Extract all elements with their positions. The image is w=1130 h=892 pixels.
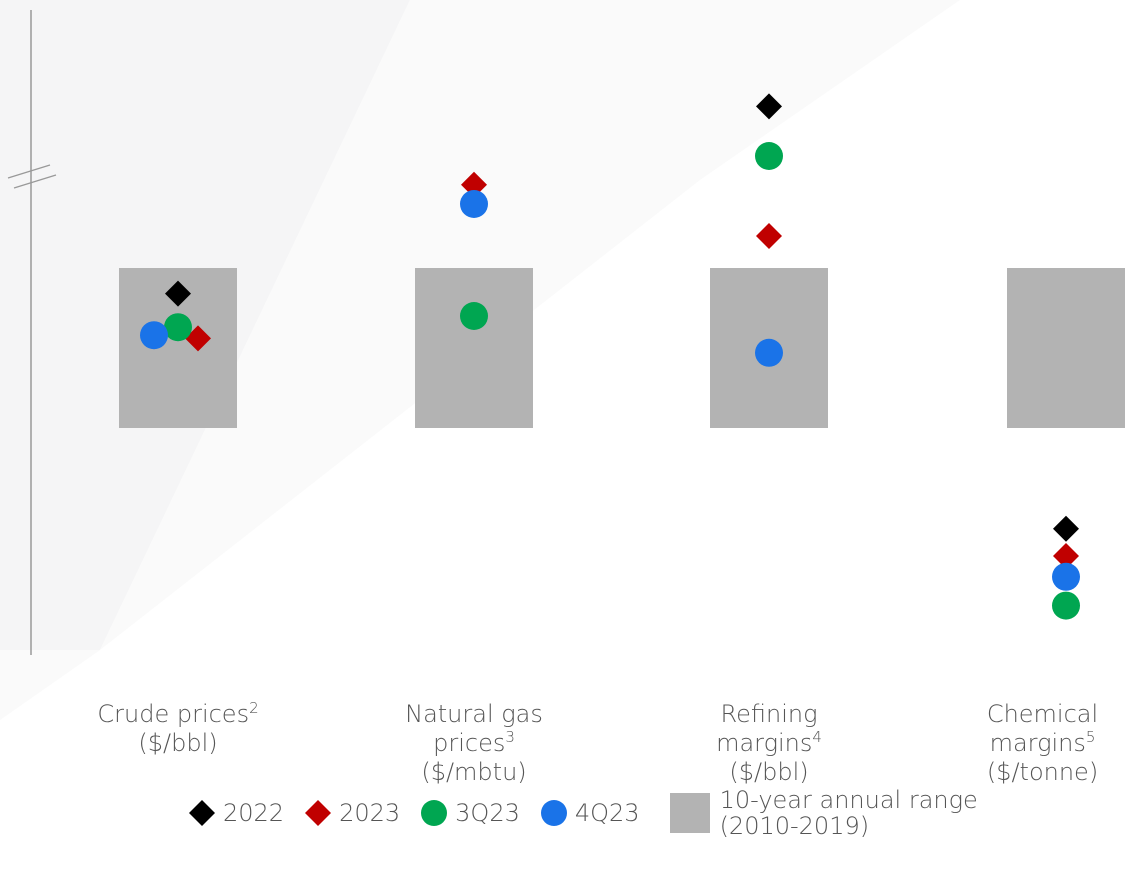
axis-break-mark	[13, 174, 57, 189]
point-2023-refining	[756, 223, 782, 249]
point-4Q23-gas	[460, 190, 488, 218]
category-label-refining: Refining margins4 ($/bbl)	[716, 700, 822, 786]
legend-item-4Q23: 4Q23	[540, 799, 640, 827]
point-4Q23-chemical	[1052, 562, 1080, 591]
category-label-chemical: Chemical margins5 ($/tonne)	[986, 700, 1099, 786]
point-2023-chemical	[1053, 543, 1079, 569]
point-4Q23-refining	[755, 338, 783, 367]
point-2023-gas	[461, 171, 487, 198]
legend-item-3Q23: 3Q23	[420, 799, 520, 827]
point-2023-crude	[185, 325, 211, 352]
legend-range-label-line2: (2010-2019)	[719, 812, 870, 840]
legend-label: 2022	[223, 799, 285, 827]
legend-marker-2022	[189, 800, 215, 826]
point-3Q23-gas	[460, 302, 488, 330]
legend-range-swatch	[669, 793, 710, 833]
legend-label: 4Q23	[574, 799, 640, 827]
axis-break-mark	[7, 164, 51, 179]
point-2022-refining	[756, 93, 782, 120]
point-3Q23-crude	[164, 313, 192, 342]
legend-item-2023: 2023	[304, 799, 400, 827]
legend-marker-3Q23	[421, 800, 448, 826]
category-label-gas: Natural gas prices3 ($/mbtu)	[405, 700, 543, 786]
point-3Q23-refining	[755, 142, 783, 170]
legend-label: 3Q23	[455, 799, 520, 827]
category-label-crude: Crude prices2 ($/bbl)	[97, 699, 259, 757]
legend-range: 10-year annual range (2010-2019)	[669, 786, 1020, 840]
legend-marker-4Q23	[540, 800, 567, 826]
point-2022-crude	[165, 280, 191, 307]
range-box-gas	[415, 268, 533, 428]
range-box-chemical	[1007, 268, 1125, 428]
point-2022-chemical	[1053, 515, 1079, 542]
point-3Q23-chemical	[1052, 591, 1080, 620]
legend-range-label-line1: 10-year annual range	[719, 786, 978, 814]
legend: 2022 2023 3Q23 4Q23 10-year annual range (2…	[188, 770, 1020, 856]
legend-item-2022: 2022	[188, 799, 284, 827]
point-4Q23-crude	[140, 321, 168, 350]
legend-marker-2023	[305, 800, 332, 826]
legend-label: 2023	[339, 799, 401, 827]
